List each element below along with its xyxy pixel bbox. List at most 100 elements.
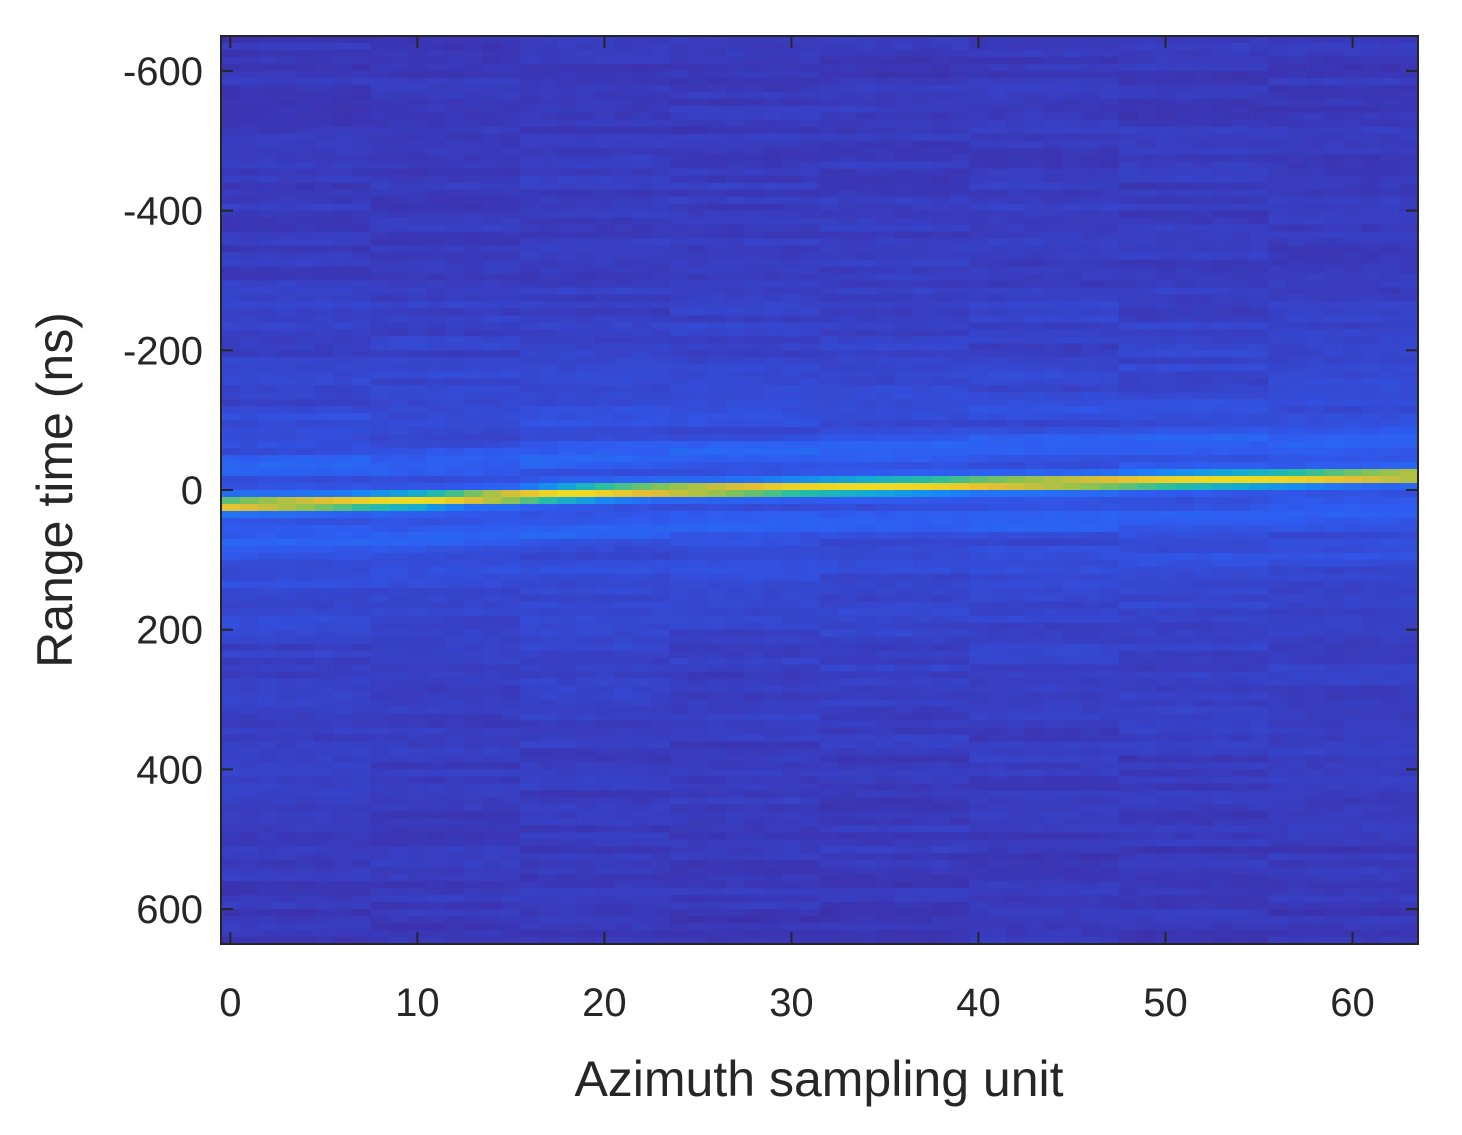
heatmap-cell: [632, 734, 652, 743]
heatmap-cell: [688, 895, 708, 903]
heatmap-cell: [258, 413, 278, 421]
heatmap-cell: [632, 308, 652, 316]
heatmap-cell: [651, 350, 671, 358]
heatmap-cell: [576, 469, 596, 477]
heatmap-cell: [800, 755, 821, 763]
heatmap-cell: [669, 643, 690, 652]
heatmap-cell: [351, 783, 372, 791]
heatmap-cell: [501, 580, 521, 589]
heatmap-cell: [688, 559, 708, 568]
heatmap-cell: [389, 846, 409, 854]
heatmap-cell: [894, 804, 914, 812]
heatmap-cell: [221, 308, 241, 316]
heatmap-cell: [782, 455, 802, 463]
heatmap-cell: [669, 217, 690, 226]
heatmap-cell: [931, 91, 952, 100]
heatmap-cell: [913, 273, 933, 282]
heatmap-cell: [763, 280, 783, 289]
heatmap-cell: [613, 713, 634, 722]
heatmap-cell: [295, 678, 316, 687]
heatmap-cell: [744, 175, 764, 184]
heatmap-cell: [277, 77, 297, 86]
heatmap-cell: [351, 280, 372, 289]
heatmap-cell: [408, 776, 428, 784]
heatmap-cell: [800, 524, 821, 533]
heatmap-cell: [464, 615, 484, 624]
heatmap-cell: [333, 776, 353, 784]
heatmap-cell: [632, 364, 652, 372]
heatmap-cell: [408, 336, 428, 344]
heatmap-cell: [258, 189, 278, 198]
heatmap-cell: [464, 105, 484, 114]
heatmap-cell: [464, 517, 484, 526]
heatmap-cell: [314, 587, 334, 596]
heatmap-cell: [482, 490, 503, 498]
heatmap-cell: [445, 399, 465, 407]
heatmap-cell: [688, 70, 708, 79]
heatmap-cell: [520, 832, 540, 840]
heatmap-cell: [314, 503, 334, 512]
heatmap-cell: [221, 70, 241, 79]
heatmap-cell: [856, 462, 877, 470]
heatmap-cell: [389, 713, 409, 722]
heatmap-cell: [595, 315, 615, 323]
heatmap-cell: [258, 70, 278, 79]
heatmap-cell: [221, 98, 241, 107]
heatmap-cell: [856, 378, 877, 386]
heatmap-cell: [931, 224, 952, 233]
heatmap-cell: [913, 832, 933, 840]
heatmap-cell: [408, 469, 428, 477]
heatmap-cell: [744, 343, 764, 351]
heatmap-cell: [651, 105, 671, 114]
heatmap-cell: [725, 545, 746, 554]
heatmap-cell: [595, 538, 615, 547]
heatmap-cell: [408, 231, 428, 240]
heatmap-cell: [314, 42, 334, 51]
heatmap-cell: [239, 888, 259, 896]
heatmap-cell: [800, 517, 821, 526]
heatmap-cell: [688, 399, 708, 407]
heatmap-cell: [557, 119, 577, 128]
heatmap-cell: [707, 643, 727, 652]
heatmap-cell: [856, 573, 877, 582]
heatmap-cell: [520, 664, 540, 673]
heatmap-cell: [351, 496, 372, 505]
heatmap-cell: [370, 909, 390, 917]
heatmap-cell: [744, 930, 764, 938]
heatmap-cell: [370, 385, 390, 393]
heatmap-cell: [782, 364, 802, 372]
heatmap-cell: [295, 105, 316, 114]
heatmap-cell: [725, 329, 746, 337]
heatmap-cell: [408, 867, 428, 875]
heatmap-cell: [651, 510, 671, 519]
heatmap-cell: [501, 322, 521, 330]
heatmap-cell: [856, 294, 877, 303]
heatmap-cell: [931, 308, 952, 316]
heatmap-cell: [426, 287, 447, 296]
heatmap-cell: [931, 392, 952, 400]
heatmap-cell: [651, 399, 671, 407]
heatmap-cell: [782, 601, 802, 610]
heatmap-cell: [520, 189, 540, 198]
heatmap-cell: [651, 503, 671, 512]
heatmap-cell: [613, 769, 634, 777]
heatmap-cell: [782, 238, 802, 247]
heatmap-cell: [408, 622, 428, 631]
heatmap-cell: [913, 252, 933, 261]
heatmap-cell: [370, 671, 390, 680]
heatmap-cell: [782, 231, 802, 240]
heatmap-cell: [258, 769, 278, 777]
heatmap-cell: [894, 692, 914, 701]
heatmap-cell: [856, 692, 877, 701]
heatmap-cell: [426, 909, 447, 917]
heatmap-cell: [838, 545, 858, 554]
heatmap-cell: [819, 308, 839, 316]
heatmap-cell: [838, 909, 858, 917]
heatmap-cell: [333, 371, 353, 379]
heatmap-cell: [389, 154, 409, 163]
heatmap-cell: [408, 629, 428, 638]
heatmap-cell: [613, 70, 634, 79]
heatmap-cell: [576, 790, 596, 798]
heatmap-cell: [744, 294, 764, 303]
heatmap-cell: [426, 580, 447, 589]
